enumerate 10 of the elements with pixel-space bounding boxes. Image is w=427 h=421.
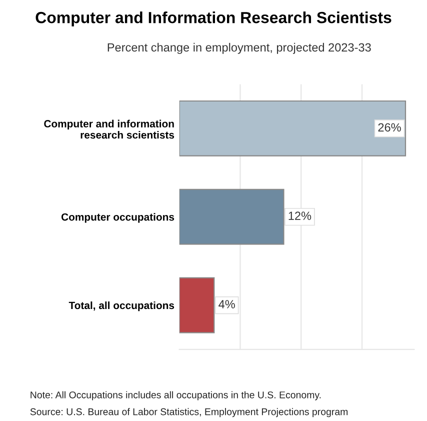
chart-subtitle: Percent change in employment, projected 2023-33 xyxy=(108,42,371,54)
data-label: 4% xyxy=(218,300,235,308)
chart-title: Computer and Information Research Scientists xyxy=(36,12,392,26)
y-tick-label: Computer occupations xyxy=(61,213,174,223)
data-label: 12% xyxy=(288,212,312,220)
data-label: 26% xyxy=(378,123,401,132)
y-tick-label: Total, all occupations xyxy=(68,301,174,312)
source-note: Source: U.S. Bureau of Labor Statistics, Employment Projections program xyxy=(30,408,348,418)
text: Note: All Occupations includes all occupations in the U.S. Economy. xyxy=(30,391,321,400)
y-tick-label: Computer and information research scientists xyxy=(44,120,174,139)
